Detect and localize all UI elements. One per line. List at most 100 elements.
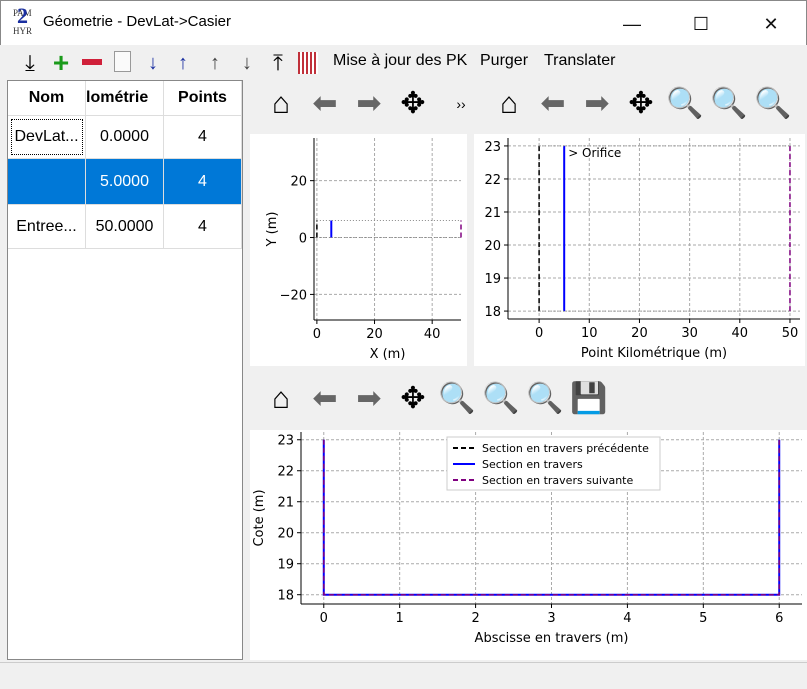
translate-button[interactable]: Translater — [544, 52, 616, 69]
cell-pk[interactable]: 5.0000 — [86, 159, 164, 204]
x-tick-label: 50 — [782, 326, 799, 341]
cell-pk[interactable]: 0.0000 — [86, 116, 164, 158]
cell-name[interactable] — [8, 159, 86, 204]
x-axis-label: Abscisse en travers (m) — [475, 631, 629, 646]
y-tick-label: 21 — [277, 496, 294, 511]
home-icon[interactable]: ⌂ — [271, 382, 291, 415]
x-tick-label: 0 — [535, 326, 543, 341]
planview-plot[interactable]: 0 20 40 −20 0 20 X (m) Y (m) — [250, 134, 467, 366]
move-up-icon[interactable]: ↑ — [210, 52, 220, 74]
column-header-points[interactable]: Points — [164, 81, 242, 115]
profile-plot[interactable]: 0 10 20 30 40 50 18 19 20 21 22 23 Point Kilométriqu… — [474, 134, 805, 366]
back-icon[interactable]: ⬅ — [312, 382, 338, 415]
y-tick-label: −20 — [280, 288, 307, 303]
legend-label: Section en travers suivante — [482, 474, 633, 487]
zoom-fit-icon[interactable]: 🔍 — [526, 382, 564, 415]
y-tick-label: 21 — [484, 206, 501, 221]
update-pk-button[interactable]: Mise à jour des PK — [333, 52, 468, 69]
status-bar — [0, 662, 807, 689]
sort-ascending-icon[interactable]: ↓ — [148, 52, 158, 74]
table-row[interactable]: Entree... 50.0000 4 — [8, 205, 242, 249]
x-tick-label: 1 — [396, 611, 404, 626]
back-icon[interactable]: ⬅ — [312, 87, 338, 120]
profile-plot-toolbar: ⌂⬅➡✥🔍🔍🔍›› — [478, 80, 807, 128]
export-icon[interactable]: ⤒ — [273, 50, 283, 75]
x-axis-label: X (m) — [370, 347, 406, 362]
sections-table: Nom lométrie Points DevLat... 0.0000 4 5… — [7, 80, 243, 660]
x-tick-label: 20 — [366, 327, 383, 342]
window-title: Géometrie - DevLat->Casier — [43, 13, 231, 30]
y-tick-label: 0 — [299, 232, 307, 247]
forward-icon[interactable]: ➡ — [584, 87, 610, 120]
table-row-selected[interactable]: 5.0000 4 — [8, 159, 242, 205]
edit-icon[interactable] — [114, 51, 131, 72]
x-tick-label: 30 — [681, 326, 698, 341]
zoom-fit-icon[interactable]: 🔍 — [754, 87, 792, 120]
series-line — [322, 439, 781, 596]
y-tick-label: 18 — [484, 305, 501, 320]
y-tick-label: 20 — [290, 175, 307, 190]
x-tick-label: 2 — [471, 611, 479, 626]
cell-points[interactable]: 4 — [164, 205, 242, 248]
cell-name[interactable]: DevLat... — [8, 116, 86, 158]
pan-icon[interactable]: ✥ — [400, 87, 426, 120]
cell-points[interactable]: 4 — [164, 159, 242, 204]
cell-points[interactable]: 4 — [164, 116, 242, 158]
more-tools-button[interactable]: ›› — [802, 84, 807, 124]
move-down-icon[interactable]: ↓ — [242, 52, 252, 74]
cell-pk[interactable]: 50.0000 — [86, 205, 164, 248]
cross-section-plot-toolbar: ⌂ ⬅ ➡ ✥ 🔍 🔍 🔍 💾 — [250, 375, 807, 423]
annotation-orifice: > Orifice — [568, 146, 621, 160]
y-tick-label: 23 — [277, 434, 294, 449]
column-header-name[interactable]: Nom — [8, 81, 86, 115]
sort-descending-icon[interactable]: ↑ — [178, 52, 188, 74]
x-tick-label: 10 — [581, 326, 598, 341]
table-header: Nom lométrie Points — [8, 81, 242, 116]
close-button[interactable]: ✕ — [763, 14, 779, 34]
y-tick-label: 20 — [484, 239, 501, 254]
table-row[interactable]: DevLat... 0.0000 4 — [8, 116, 242, 159]
y-axis-label: Cote (m) — [252, 489, 267, 546]
pan-icon[interactable]: ✥ — [628, 87, 654, 120]
home-icon[interactable]: ⌂ — [499, 87, 519, 120]
x-tick-label: 5 — [699, 611, 707, 626]
x-tick-label: 4 — [623, 611, 631, 626]
save-icon[interactable]: 💾 — [570, 382, 608, 415]
forward-icon[interactable]: ➡ — [356, 382, 382, 415]
x-tick-label: 0 — [320, 611, 328, 626]
delete-icon[interactable] — [82, 59, 102, 65]
legend — [446, 436, 661, 491]
y-tick-label: 22 — [277, 465, 294, 480]
x-axis-label: Point Kilométrique (m) — [581, 346, 727, 361]
y-tick-label: 18 — [277, 589, 294, 604]
profile-icon[interactable] — [298, 52, 318, 74]
legend-label: Section en travers — [482, 458, 583, 471]
x-tick-label: 40 — [732, 326, 749, 341]
pan-icon[interactable]: ✥ — [400, 382, 426, 415]
back-icon[interactable]: ⬅ — [540, 87, 566, 120]
purge-button[interactable]: Purger — [480, 52, 529, 69]
add-icon[interactable]: + — [52, 47, 70, 78]
legend-label: Section en travers précédente — [482, 442, 649, 455]
app-logo: PAM HYR 2 — [13, 3, 33, 36]
zoom-icon[interactable]: 🔍 — [438, 382, 476, 415]
y-axis-label: Y (m) — [265, 212, 280, 248]
title-bar: PAM HYR 2 Géometrie - DevLat->Casier — ☐ ✕ — [0, 0, 807, 45]
x-tick-label: 0 — [313, 327, 321, 342]
home-icon[interactable]: ⌂ — [271, 87, 291, 120]
maximize-button[interactable]: ☐ — [692, 14, 710, 34]
column-header-pk[interactable]: lométrie — [86, 81, 164, 115]
x-tick-label: 6 — [775, 611, 783, 626]
forward-icon[interactable]: ➡ — [356, 87, 382, 120]
planview-plot-toolbar: ⌂ ⬅ ➡ ✥ ›› — [250, 80, 472, 128]
x-tick-label: 3 — [547, 611, 555, 626]
import-icon[interactable]: ⤓ — [25, 50, 35, 75]
zoom-1-icon[interactable]: 🔍 — [482, 382, 520, 415]
y-tick-label: 23 — [484, 140, 501, 155]
zoom-icon[interactable]: 🔍 — [666, 87, 704, 120]
minimize-button[interactable]: — — [623, 14, 641, 34]
zoom-1-icon[interactable]: 🔍 — [710, 87, 748, 120]
cell-name[interactable]: Entree... — [8, 205, 86, 248]
more-tools-button[interactable]: ›› — [456, 96, 466, 112]
